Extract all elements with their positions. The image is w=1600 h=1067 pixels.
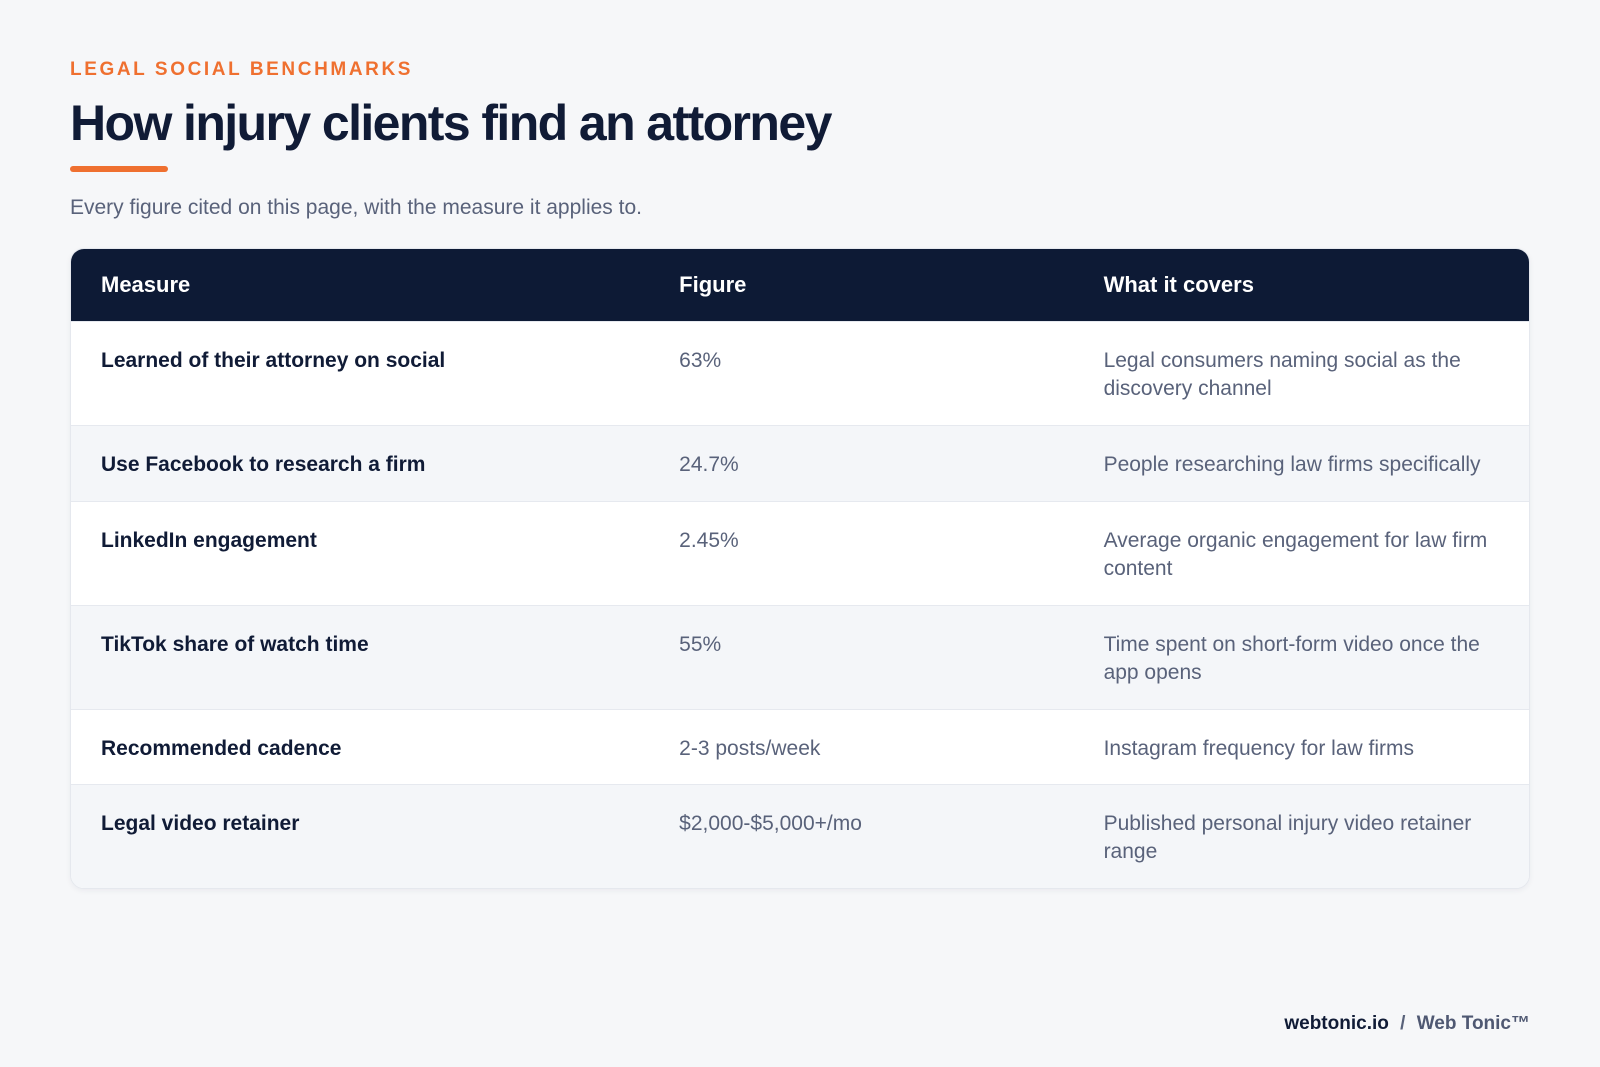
cell-covers: Legal consumers naming social as the dis… bbox=[1103, 349, 1461, 400]
table-header: Measure Figure What it covers bbox=[71, 249, 1529, 321]
table-row: LinkedIn engagement 2.45% Average organi… bbox=[71, 501, 1529, 605]
cell-figure: 63% bbox=[679, 349, 722, 372]
title-underline bbox=[70, 166, 168, 172]
cell-covers: Instagram frequency for law firms bbox=[1103, 737, 1414, 760]
table-row: TikTok share of watch time 55% Time spen… bbox=[71, 605, 1529, 709]
eyebrow-label: LEGAL SOCIAL BENCHMARKS bbox=[70, 59, 414, 80]
footer-site-link[interactable]: webtonic.io bbox=[1284, 1013, 1389, 1034]
cell-figure: 2.45% bbox=[679, 529, 739, 552]
cell-covers: Time spent on short-form video once the … bbox=[1103, 633, 1480, 684]
benchmarks-table: Measure Figure What it covers Learned of… bbox=[70, 248, 1530, 889]
footer-brand: Web Tonic™ bbox=[1416, 1013, 1530, 1034]
cell-figure: 2-3 posts/week bbox=[679, 737, 821, 760]
cell-covers: People researching law firms specificall… bbox=[1103, 453, 1481, 476]
cell-figure: 24.7% bbox=[679, 453, 739, 476]
cell-figure: 55% bbox=[679, 633, 722, 656]
cell-measure: Legal video retainer bbox=[101, 812, 300, 835]
cell-measure: LinkedIn engagement bbox=[101, 529, 317, 552]
column-header-figure: Figure bbox=[679, 272, 747, 297]
table-row: Learned of their attorney on social 63% … bbox=[71, 321, 1529, 425]
page-title: How injury clients find an attorney bbox=[70, 95, 832, 151]
cell-covers: Average organic engagement for law firm … bbox=[1103, 529, 1488, 580]
cell-measure: Learned of their attorney on social bbox=[101, 349, 446, 372]
table-row: Legal video retainer $2,000-$5,000+/mo P… bbox=[71, 784, 1529, 888]
column-header-measure: Measure bbox=[101, 272, 191, 297]
cell-covers: Published personal injury video retainer… bbox=[1103, 812, 1472, 863]
table-row: Use Facebook to research a firm 24.7% Pe… bbox=[71, 425, 1529, 501]
cell-measure: TikTok share of watch time bbox=[101, 633, 369, 656]
footer-separator: / bbox=[1400, 1013, 1406, 1034]
cell-figure: $2,000-$5,000+/mo bbox=[679, 812, 862, 835]
table-row: Recommended cadence 2-3 posts/week Insta… bbox=[71, 709, 1529, 784]
cell-measure: Use Facebook to research a firm bbox=[101, 453, 426, 476]
footer-credit: webtonic.io / Web Tonic™ bbox=[1284, 1013, 1530, 1035]
column-header-covers: What it covers bbox=[1103, 272, 1254, 297]
page-subtitle: Every figure cited on this page, with th… bbox=[70, 196, 642, 219]
cell-measure: Recommended cadence bbox=[101, 737, 342, 760]
